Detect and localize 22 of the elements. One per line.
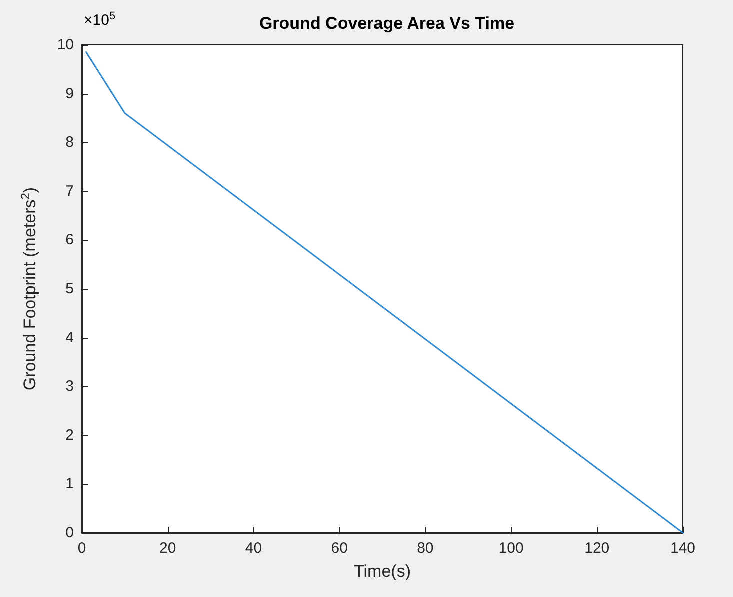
y-tick-label: 7	[66, 182, 74, 200]
y-tick-label: 9	[66, 85, 74, 102]
x-tick-label: 60	[331, 540, 348, 557]
y-tick-label: 6	[66, 232, 74, 249]
y-tick-label: 5	[66, 280, 74, 298]
x-axis-title: Time(s)	[354, 562, 411, 581]
y-tick-label: 8	[66, 134, 74, 152]
y-tick-label: 2	[66, 426, 74, 444]
x-tick-label: 100	[498, 540, 524, 557]
x-tick-label: 120	[584, 540, 610, 557]
x-tick-label: 20	[160, 540, 176, 557]
x-tick-label: 0	[78, 540, 86, 557]
y-tick-label: 1	[66, 476, 74, 493]
x-tick-label: 80	[417, 540, 434, 557]
y-axis-title: Ground Footprint (meters2)	[18, 187, 40, 391]
x-tick-label: 40	[245, 540, 262, 557]
chart-title: Ground Coverage Area Vs Time	[259, 14, 515, 33]
y-tick-label: 10	[57, 36, 74, 54]
y-tick-label: 4	[66, 329, 74, 346]
x-tick-label: 140	[670, 540, 696, 557]
y-tick-label: 3	[66, 378, 74, 396]
y-tick-label: 0	[66, 524, 74, 542]
